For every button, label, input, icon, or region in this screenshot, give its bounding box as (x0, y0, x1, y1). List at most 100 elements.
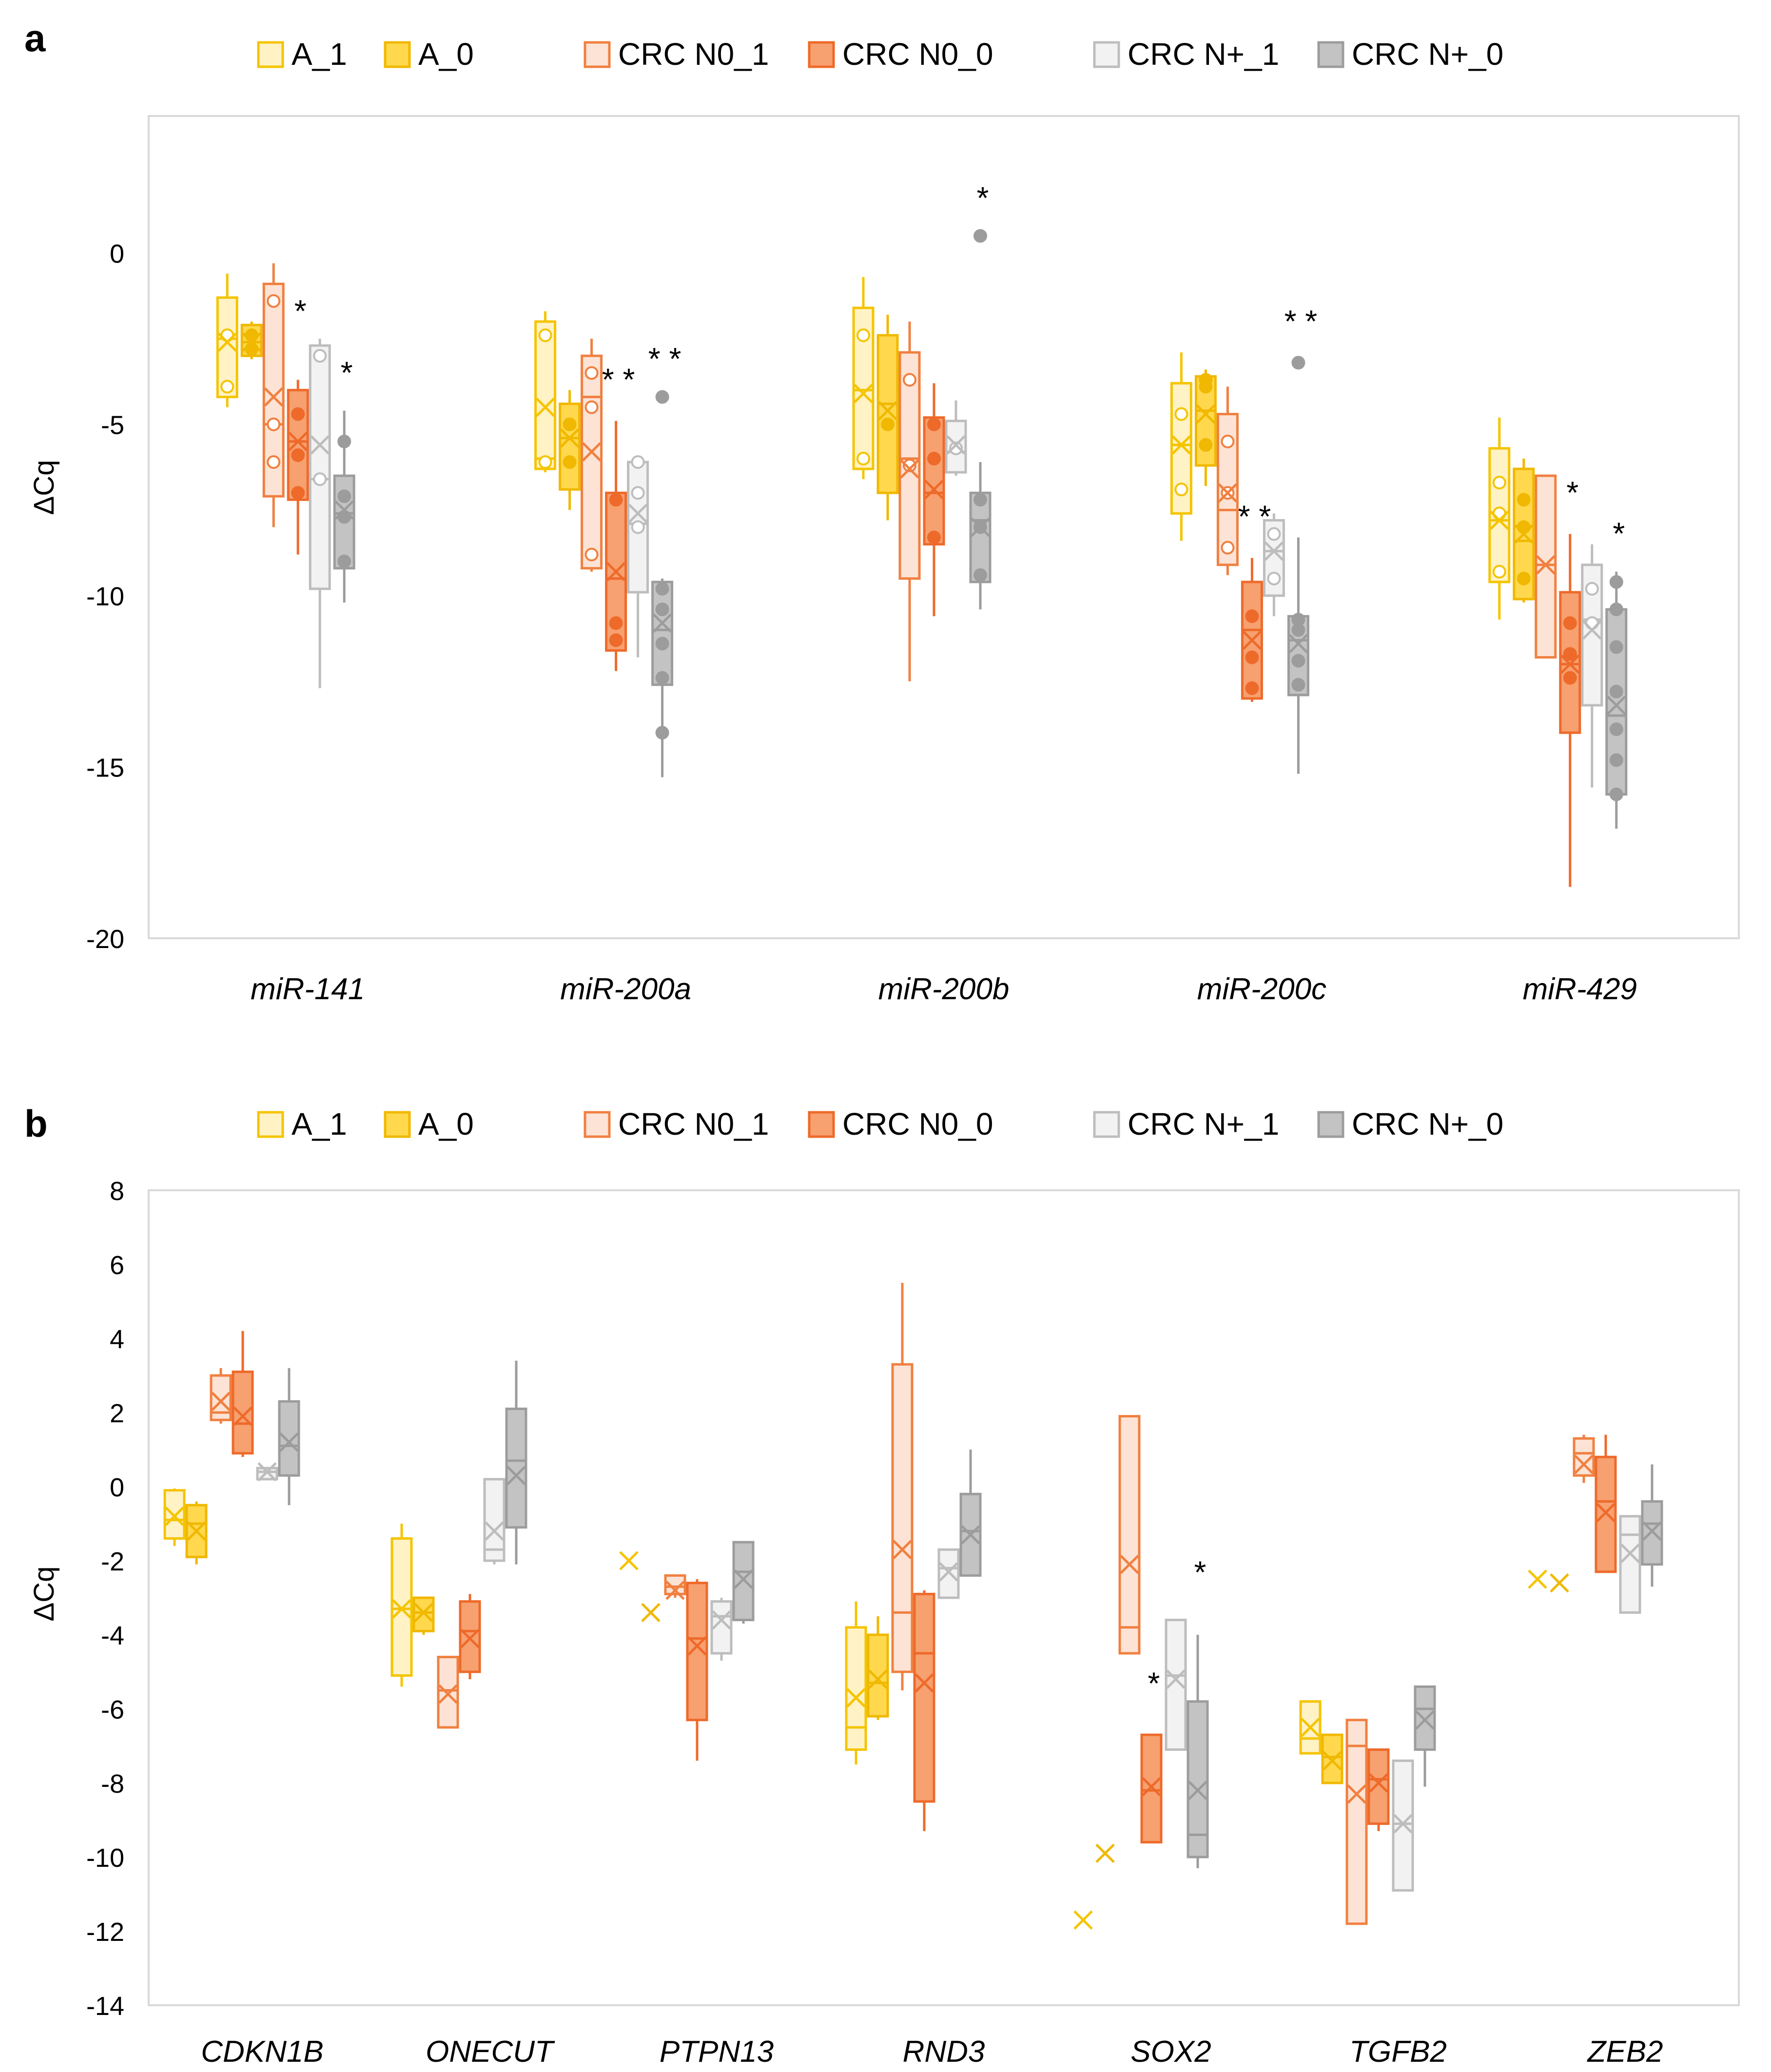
box-a-1-mir-200c (1170, 352, 1192, 541)
box-a-1-sox2 (1073, 1910, 1093, 1930)
data-point (609, 616, 623, 630)
mean-marker (392, 1599, 411, 1619)
box-crc-n0-0-mir-200b (923, 383, 945, 617)
legend-label-a-1: A_1 (292, 1106, 347, 1142)
mean-marker (1560, 654, 1580, 674)
box-body (845, 1626, 867, 1751)
mean-marker (1171, 435, 1191, 455)
data-point (1291, 356, 1305, 370)
legend-label-crc-n-1: CRC N+_1 (1128, 1106, 1279, 1142)
mean-marker (619, 1551, 639, 1570)
box-crc-n0-1-rnd3 (891, 1283, 914, 1690)
box-a-1-onecut (390, 1524, 413, 1687)
data-point (631, 486, 645, 500)
mean-marker (1323, 1751, 1342, 1771)
mean-marker (854, 384, 873, 404)
box-body (534, 320, 557, 470)
box-a-0-mir-200b (876, 314, 899, 521)
box-a-0-onecut (412, 1596, 435, 1635)
box-crc-n0-0-onecut (459, 1594, 481, 1680)
y-tick-a-0: 0 (110, 239, 124, 269)
mean-marker (1574, 1454, 1594, 1474)
data-point (291, 407, 305, 421)
legend-swatch-a-0 (384, 41, 411, 68)
legend-swatch-crc-n0-1 (584, 1111, 611, 1138)
mean-marker (1166, 1669, 1186, 1689)
x-category-mir-429: miR-429 (1523, 972, 1637, 1006)
mean-marker (535, 397, 555, 417)
mean-marker (1514, 524, 1534, 544)
mean-marker (878, 401, 897, 421)
data-point (267, 294, 281, 308)
box-body (1641, 1500, 1663, 1566)
legend-label-a-0: A_0 (418, 37, 474, 72)
mean-marker (288, 432, 308, 451)
box-a-1-ptpn13 (619, 1551, 639, 1570)
box-crc-n0-1-mir-200a (581, 338, 603, 572)
data-point (927, 417, 941, 431)
data-point (903, 373, 916, 387)
mean-marker (1264, 541, 1284, 561)
legend-swatch-crc-n0-0 (808, 41, 835, 68)
data-point (1609, 753, 1623, 767)
box-a-1-mir-200b (852, 277, 875, 480)
y-tick-a-20: -20 (86, 925, 124, 954)
data-point (1291, 613, 1305, 627)
data-point (655, 390, 669, 404)
y-tick-b-8: -8 (101, 1769, 124, 1799)
box-crc-n-1-mir-200b (945, 400, 967, 476)
significance-mark: * * (1238, 499, 1271, 534)
data-point (655, 671, 669, 685)
box-crc-n0-1-cdkn1b (210, 1368, 232, 1424)
box-crc-n0-0-cdkn1b (232, 1331, 254, 1457)
box-crc-n0-0-mir-200c (1241, 558, 1263, 702)
box-crc-n-1-cdkn1b (256, 1462, 278, 1482)
box-body (1619, 1515, 1641, 1614)
x-category-mir-200a: miR-200a (560, 972, 691, 1006)
box-a-0-tgfb2 (1321, 1733, 1343, 1784)
y-tick-a-10: -10 (86, 582, 124, 611)
y-tick-b-4: -4 (101, 1621, 124, 1650)
mean-marker (485, 1521, 504, 1541)
data-point (1609, 787, 1623, 801)
data-point (1174, 407, 1188, 421)
box-crc-n0-1-tgfb2 (1345, 1719, 1368, 1925)
data-point (856, 328, 870, 342)
box-crc-n0-1-zeb2 (1573, 1434, 1595, 1483)
data-point (1174, 483, 1188, 497)
box-body (1118, 1415, 1141, 1655)
data-point (1221, 541, 1235, 555)
box-a-1-mir-141 (216, 273, 238, 407)
mean-marker (868, 1669, 888, 1689)
data-point (1199, 438, 1213, 452)
legend-swatch-crc-n0-1 (584, 41, 611, 68)
mean-marker (652, 613, 672, 633)
y-tick-b-14: -14 (86, 1992, 124, 2021)
y-tick-b-4: 4 (110, 1325, 124, 1354)
data-point (538, 455, 552, 469)
box-a-0-mir-200c (1194, 369, 1217, 486)
box-a-1-mir-429 (1488, 417, 1511, 620)
box-crc-n-0-tgfb2 (1414, 1685, 1436, 1787)
legend-swatch-crc-n-0 (1317, 41, 1344, 68)
x-category-mir-200b: miR-200b (878, 972, 1010, 1006)
box-body (163, 1489, 186, 1540)
data-point (973, 493, 987, 507)
data-point (584, 400, 599, 414)
mean-marker (915, 1673, 934, 1693)
legend-swatch-a-1 (257, 1111, 284, 1138)
mean-marker (1242, 630, 1262, 650)
mean-marker (1120, 1554, 1139, 1574)
mean-marker (1607, 696, 1626, 715)
data-point (267, 417, 281, 431)
box-body (309, 344, 331, 590)
box-crc-n-0-mir-200c (1287, 356, 1309, 774)
box-a-0-ptpn13 (641, 1603, 661, 1623)
legend-label-crc-n-0: CRC N+_0 (1352, 37, 1503, 72)
significance-mark: * (341, 355, 353, 390)
box-body (891, 1363, 914, 1673)
data-point (1563, 616, 1577, 630)
mean-marker (971, 517, 990, 537)
box-crc-n0-0-tgfb2 (1367, 1748, 1390, 1831)
